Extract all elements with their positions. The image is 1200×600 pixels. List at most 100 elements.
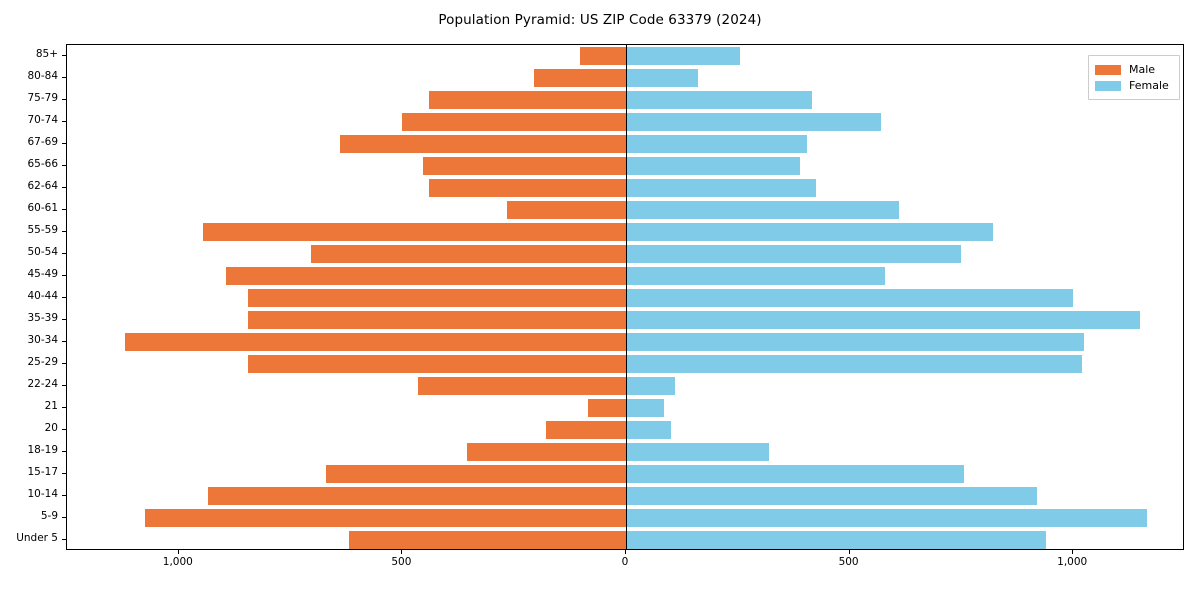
y-axis-tick-mark — [62, 451, 66, 452]
x-axis-tick-mark — [848, 550, 850, 554]
bar-male — [310, 245, 626, 263]
bar-male — [507, 201, 626, 219]
bar-male — [587, 399, 626, 417]
y-axis-tick-mark — [62, 77, 66, 78]
bar-female — [626, 179, 817, 197]
y-axis-tick-mark — [62, 143, 66, 144]
y-axis-tick-label: 50-54 — [27, 246, 58, 258]
bar-female — [626, 377, 676, 395]
bar-female — [626, 91, 812, 109]
bar-female — [626, 509, 1148, 527]
y-axis-tick-label: Under 5 — [16, 532, 58, 544]
bar-male — [203, 223, 626, 241]
y-axis-tick-label: 40-44 — [27, 290, 58, 302]
bar-female — [626, 245, 962, 263]
y-axis-tick-label: 67-69 — [27, 136, 58, 148]
y-axis-tick-label: 60-61 — [27, 202, 58, 214]
y-axis-tick-label: 75-79 — [27, 92, 58, 104]
bar-female — [626, 465, 964, 483]
bar-female — [626, 157, 801, 175]
y-axis-tick-mark — [62, 121, 66, 122]
bar-row — [67, 157, 1183, 175]
y-axis-tick-label: 25-29 — [27, 356, 58, 368]
legend-swatch-icon — [1095, 64, 1121, 75]
x-axis-tick-mark — [625, 550, 626, 554]
x-axis-tick-mark — [401, 550, 403, 554]
bar-male — [326, 465, 626, 483]
x-axis-tick-label: 1,000 — [1057, 556, 1088, 568]
bar-female — [626, 289, 1074, 307]
bar-female — [626, 355, 1083, 373]
bar-row — [67, 91, 1183, 109]
bar-female — [626, 223, 993, 241]
legend-item[interactable]: Male — [1095, 62, 1173, 77]
y-axis-tick-label: 5-9 — [40, 510, 58, 522]
bar-female — [626, 201, 899, 219]
legend-item[interactable]: Female — [1095, 78, 1173, 93]
y-axis-tick-mark — [62, 275, 66, 276]
bar-female — [626, 487, 1038, 505]
x-axis-tick-label: 500 — [391, 556, 412, 568]
bar-row — [67, 509, 1183, 527]
y-axis-tick-label: 20 — [44, 422, 58, 434]
bar-female — [626, 421, 671, 439]
y-axis-tick-mark — [62, 495, 66, 496]
y-axis-tick-mark — [62, 407, 66, 408]
bar-female — [626, 333, 1085, 351]
x-axis-tick-label: 0 — [621, 556, 629, 568]
bar-female — [626, 135, 808, 153]
bar-row — [67, 201, 1183, 219]
bar-male — [402, 113, 626, 131]
bar-male — [145, 509, 626, 527]
bar-row — [67, 443, 1183, 461]
bar-male — [429, 179, 626, 197]
y-axis-tick-label: 85+ — [35, 48, 58, 60]
legend-swatch-icon — [1095, 80, 1121, 91]
page-title: Population Pyramid: US ZIP Code 63379 (2… — [438, 12, 762, 28]
y-axis-tick-mark — [62, 55, 66, 56]
bar-male — [225, 267, 626, 285]
bar-row — [67, 69, 1183, 87]
bar-male — [124, 333, 626, 351]
y-axis-tick-label: 35-39 — [27, 312, 58, 324]
bar-male — [248, 289, 626, 307]
bar-row — [67, 377, 1183, 395]
bar-row — [67, 333, 1183, 351]
legend-label: Male — [1129, 62, 1156, 76]
bar-male — [579, 47, 626, 65]
bar-female — [626, 267, 886, 285]
bar-female — [626, 399, 664, 417]
bar-row — [67, 311, 1183, 329]
y-axis-tick-mark — [62, 319, 66, 320]
bar-row — [67, 399, 1183, 417]
bar-row — [67, 289, 1183, 307]
bar-row — [67, 47, 1183, 65]
bar-female — [626, 47, 741, 65]
bar-row — [67, 267, 1183, 285]
bar-row — [67, 465, 1183, 483]
bar-female — [626, 113, 881, 131]
y-axis-tick-label: 18-19 — [27, 444, 58, 456]
y-axis-tick-mark — [62, 209, 66, 210]
y-axis-tick-mark — [62, 297, 66, 298]
y-axis-tick-mark — [62, 253, 66, 254]
y-axis-tick-label: 10-14 — [27, 488, 58, 500]
chart-legend: Male Female — [1088, 55, 1180, 100]
y-axis-tick-label: 45-49 — [27, 268, 58, 280]
y-axis-tick-label: 21 — [44, 400, 58, 412]
bar-female — [626, 443, 770, 461]
bar-female — [626, 311, 1141, 329]
bar-male — [418, 377, 626, 395]
bar-male — [545, 421, 626, 439]
bar-male — [467, 443, 626, 461]
bar-male — [248, 355, 626, 373]
bar-male — [534, 69, 626, 87]
y-axis-tick-mark — [62, 165, 66, 166]
y-axis-tick-label: 80-84 — [27, 70, 58, 82]
bar-row — [67, 531, 1183, 549]
bar-row — [67, 421, 1183, 439]
zero-axis-line — [626, 45, 627, 549]
y-axis-tick-mark — [62, 187, 66, 188]
y-axis-tick-mark — [62, 363, 66, 364]
